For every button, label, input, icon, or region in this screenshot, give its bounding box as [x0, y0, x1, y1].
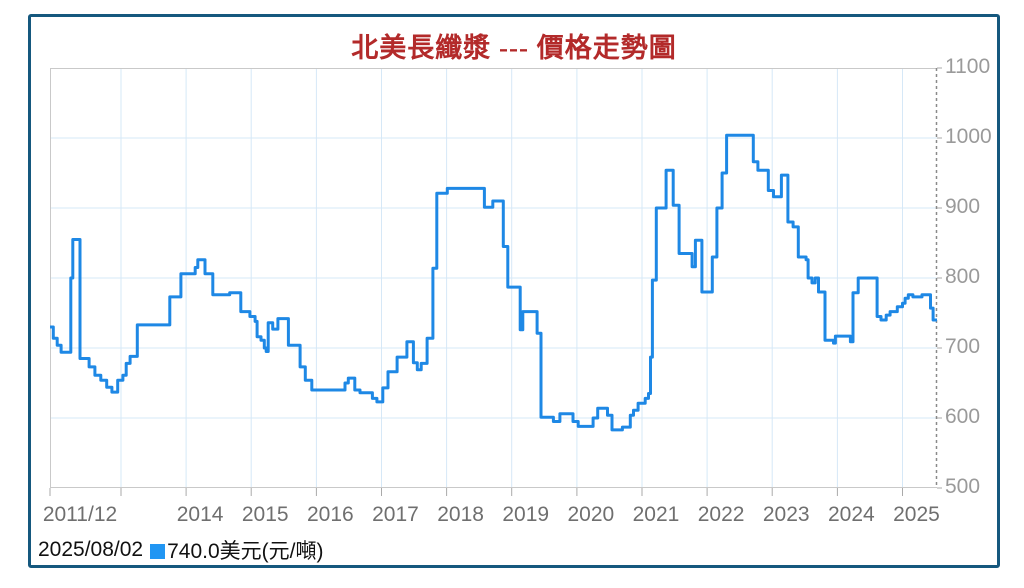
legend-value: 740.0美元(元/噸)	[167, 540, 324, 563]
x-axis-label: 2024	[827, 503, 875, 526]
legend-date: 2025/08/02	[38, 538, 144, 561]
y-axis-label: 1000	[945, 125, 992, 148]
y-axis-label: 800	[945, 265, 981, 288]
x-axis-label: 2020	[567, 503, 615, 526]
x-axis-label: 2019	[502, 503, 550, 526]
y-axis-label: 500	[945, 475, 981, 498]
chart-title: 北美長纖漿 --- 價格走勢圖	[351, 33, 677, 63]
x-axis-label: 2022	[697, 503, 745, 526]
x-axis-label: 2014	[176, 503, 224, 526]
y-axis-label: 900	[945, 195, 981, 218]
x-axis-label: 2011/12	[42, 503, 118, 526]
x-axis-label: 2015	[241, 503, 289, 526]
chart-frame: 北美長纖漿 --- 價格走勢圖 500 600 700 800 900 1000 1100 …	[28, 14, 1000, 568]
x-axis-label: 2017	[372, 503, 419, 526]
y-axis-label: 700	[945, 335, 981, 358]
x-axis-label: 2018	[437, 503, 484, 526]
price-line-chart	[49, 67, 942, 496]
x-axis-label: 2016	[307, 503, 354, 526]
plot-area: 500 600 700 800 900 1000 1100 2011/12 2014 2015 2…	[43, 56, 992, 526]
y-axis-label: 1100	[945, 55, 991, 78]
legend-marker-icon	[150, 543, 166, 559]
x-axis-label: 2021	[632, 503, 680, 526]
y-axis-label: 600	[945, 405, 981, 428]
x-axis-label: 2025	[893, 503, 940, 526]
x-axis-label: 2023	[762, 503, 810, 526]
legend: 2025/08/02 740.0美元(元/噸)	[38, 535, 323, 565]
